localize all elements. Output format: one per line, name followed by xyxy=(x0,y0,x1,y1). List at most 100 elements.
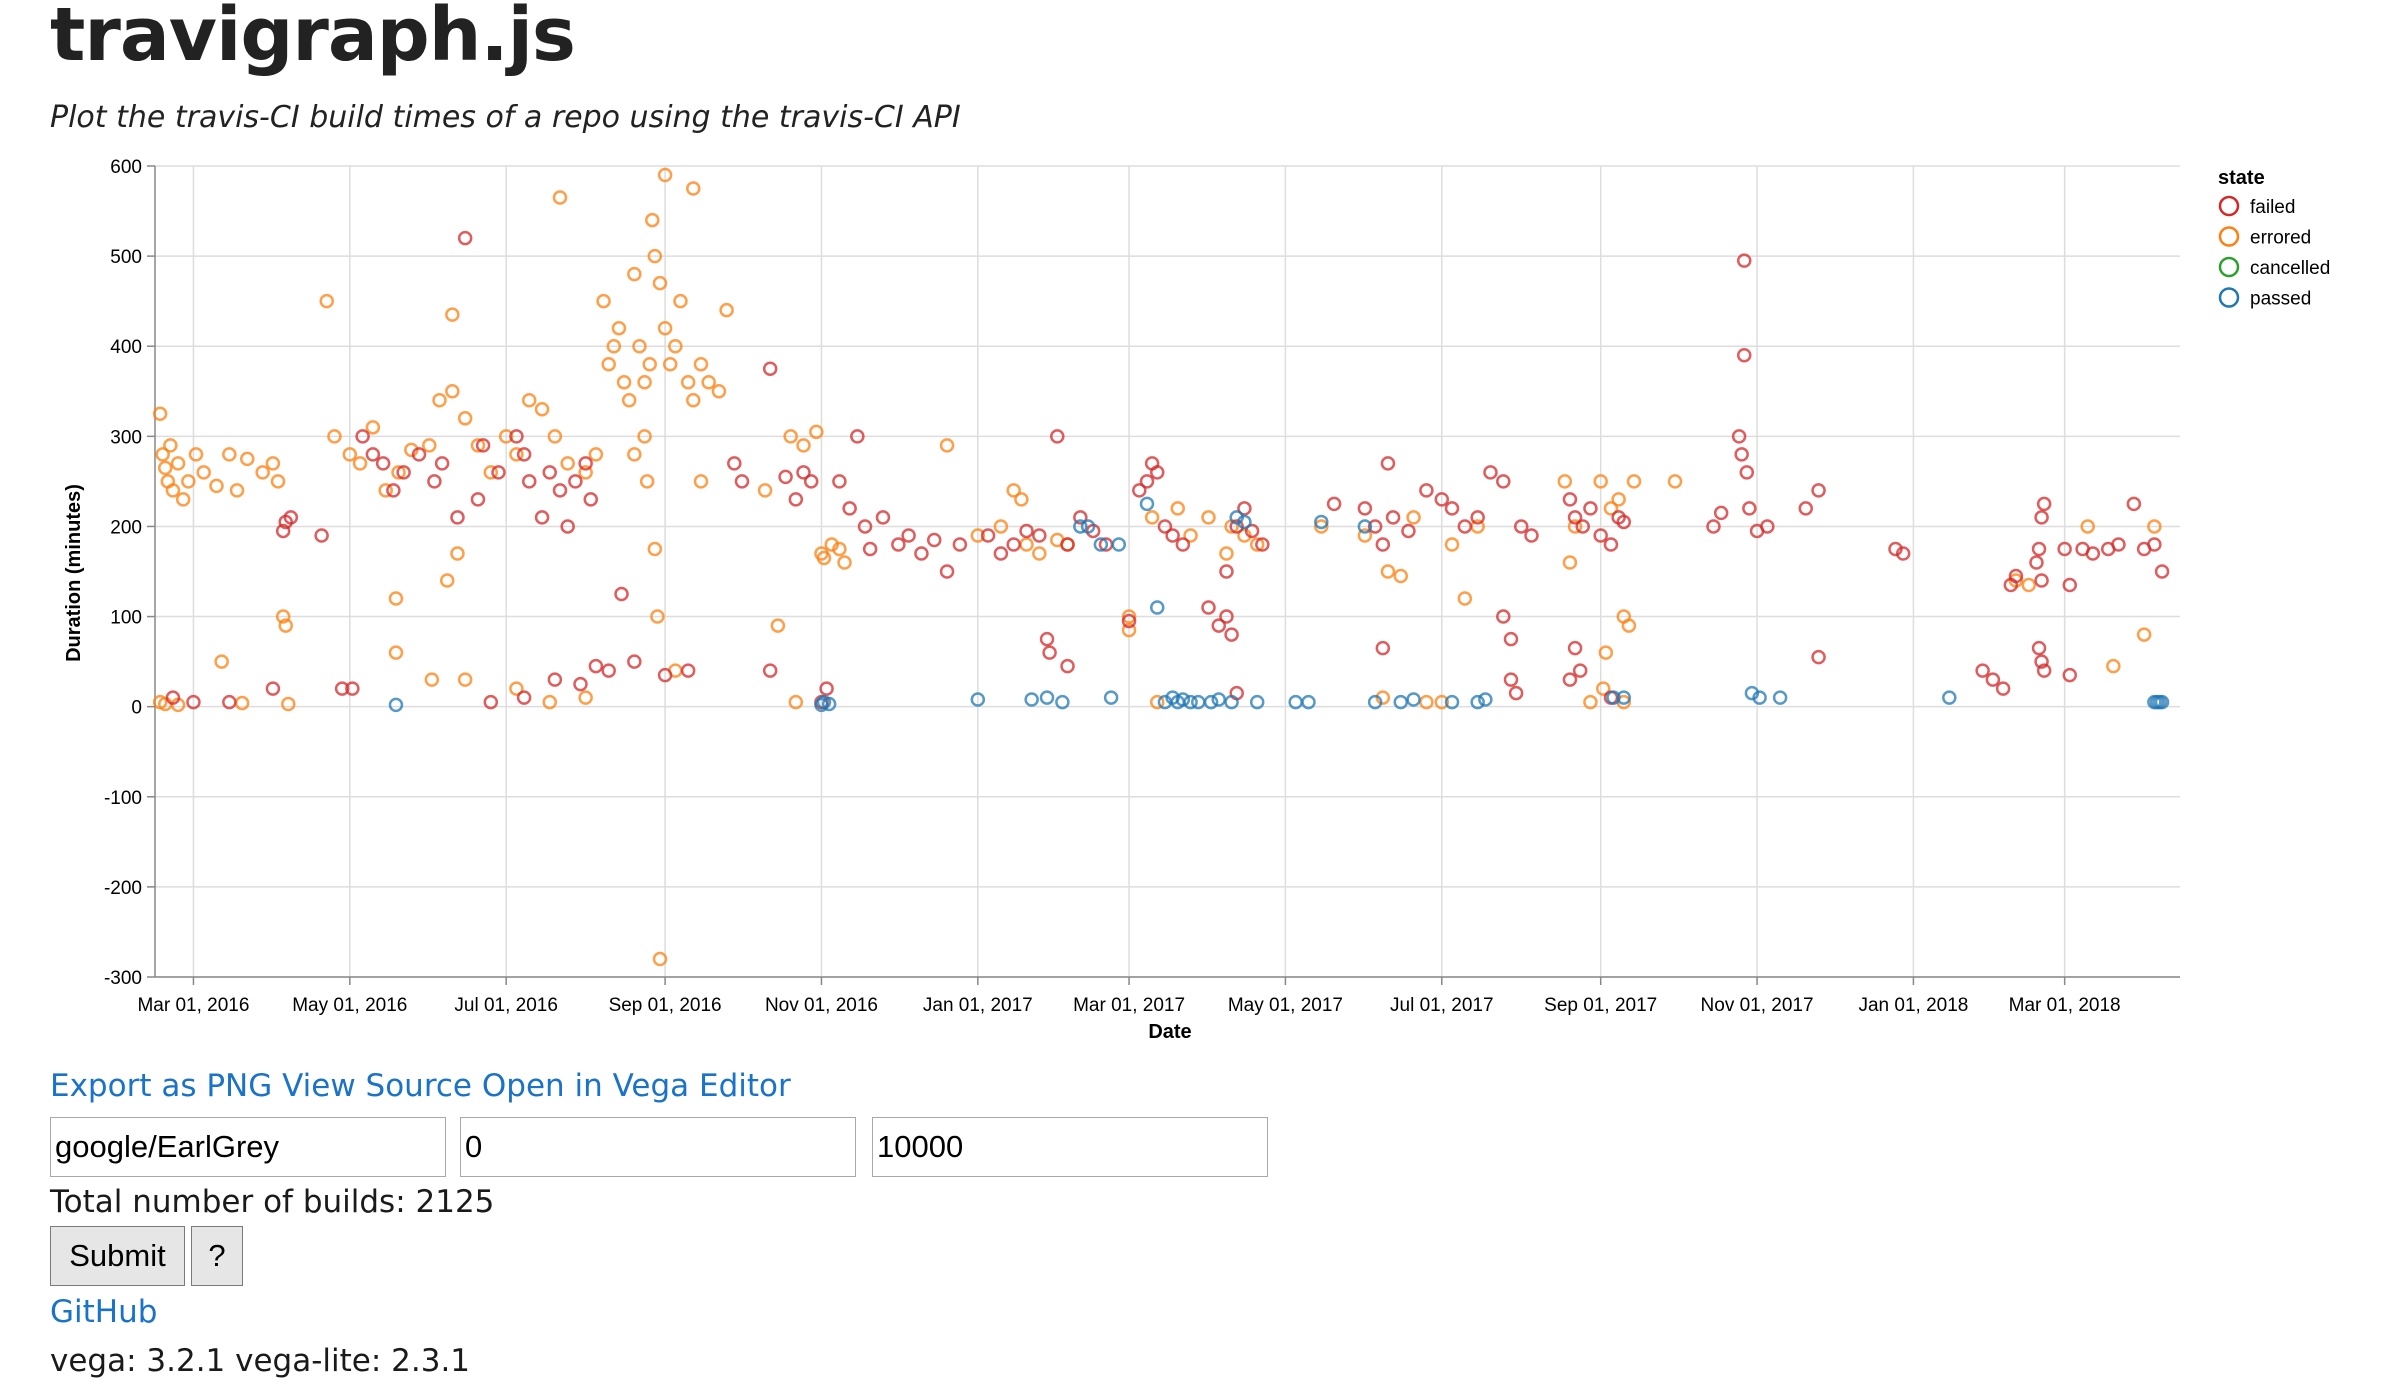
point-failed xyxy=(1457,519,1473,534)
point-failed xyxy=(1375,640,1391,656)
point-failed xyxy=(1895,546,1911,561)
point-errored xyxy=(319,293,334,309)
point-failed xyxy=(1742,501,1757,516)
point-failed xyxy=(2029,555,2044,570)
point-errored xyxy=(783,429,798,444)
point-errored xyxy=(650,609,665,624)
github-link[interactable]: GitHub xyxy=(50,1294,158,1330)
point-errored xyxy=(693,474,709,489)
page-title: travigraph.js xyxy=(50,0,576,78)
point-failed xyxy=(1575,519,1591,534)
point-errored xyxy=(2106,658,2121,674)
point-failed xyxy=(875,510,891,525)
point-failed xyxy=(1434,492,1450,507)
point-errored xyxy=(1019,537,1034,552)
y-tick-label: -300 xyxy=(104,968,142,989)
point-errored xyxy=(816,550,832,566)
point-errored xyxy=(1183,528,1198,543)
point-failed xyxy=(1385,510,1401,525)
point-failed xyxy=(1713,505,1729,521)
point-failed xyxy=(1583,501,1598,516)
point-failed xyxy=(222,694,237,710)
point-failed xyxy=(842,501,857,516)
legend-symbol-cancelled xyxy=(2218,256,2240,278)
point-failed xyxy=(1039,631,1055,647)
point-failed xyxy=(314,528,329,543)
submit-button[interactable]: Submit xyxy=(50,1226,185,1286)
point-errored xyxy=(1457,591,1473,606)
point-failed xyxy=(1567,510,1583,525)
point-passed xyxy=(1139,496,1155,512)
point-errored xyxy=(1567,519,1583,534)
point-failed xyxy=(778,469,793,485)
point-errored xyxy=(209,478,224,494)
point-errored xyxy=(578,690,593,705)
point-failed xyxy=(2031,640,2047,656)
point-errored xyxy=(627,447,642,462)
point-failed xyxy=(1731,429,1747,444)
point-passed xyxy=(1406,692,1421,707)
point-failed xyxy=(1736,253,1752,268)
point-errored xyxy=(637,429,652,444)
end-build-input[interactable] xyxy=(872,1117,1268,1177)
point-errored xyxy=(601,356,616,372)
point-failed xyxy=(1401,523,1416,539)
point-failed xyxy=(365,447,381,462)
point-errored xyxy=(711,384,727,399)
point-errored xyxy=(445,307,460,322)
point-failed xyxy=(2154,564,2170,579)
point-failed xyxy=(1513,519,1529,534)
point-failed xyxy=(601,663,616,678)
point-errored xyxy=(509,447,524,462)
point-passed xyxy=(1470,694,1485,710)
point-errored xyxy=(647,541,663,557)
point-errored xyxy=(1621,618,1637,633)
point-failed xyxy=(457,230,473,246)
point-errored xyxy=(2136,627,2152,642)
point-failed xyxy=(534,510,550,525)
x-tick-label: Jan 01, 2017 xyxy=(923,995,1033,1016)
point-failed xyxy=(386,483,401,498)
start-build-input[interactable] xyxy=(460,1117,856,1177)
point-errored xyxy=(255,465,270,480)
export-png-link[interactable]: Export as PNG xyxy=(50,1068,273,1104)
point-failed xyxy=(2147,537,2162,552)
point-errored xyxy=(365,420,381,435)
point-failed xyxy=(1508,685,1524,701)
point-failed xyxy=(375,456,391,471)
point-errored xyxy=(788,694,804,710)
point-errored xyxy=(1121,622,1137,638)
point-errored xyxy=(327,429,342,444)
point-errored xyxy=(281,696,296,712)
x-tick-label: Sep 01, 2017 xyxy=(1544,995,1657,1016)
legend-symbol-passed xyxy=(2218,287,2240,308)
point-errored xyxy=(450,546,465,561)
point-failed xyxy=(1367,519,1383,534)
point-errored xyxy=(388,591,404,606)
help-button[interactable]: ? xyxy=(191,1226,243,1286)
point-errored xyxy=(652,275,668,291)
point-failed xyxy=(542,465,557,480)
point-errored xyxy=(378,483,393,498)
view-source-link[interactable]: View Source xyxy=(282,1068,472,1104)
point-failed xyxy=(450,510,465,525)
point-failed xyxy=(862,541,878,557)
point-passed xyxy=(1237,514,1252,530)
point-failed xyxy=(1326,496,1342,512)
point-errored xyxy=(657,167,673,183)
repo-input[interactable] xyxy=(50,1117,446,1177)
point-errored xyxy=(498,429,514,444)
point-errored xyxy=(993,519,1009,534)
point-errored xyxy=(342,447,358,462)
point-errored xyxy=(439,573,455,588)
point-failed xyxy=(2034,573,2049,588)
point-errored xyxy=(534,402,550,417)
point-failed xyxy=(727,456,742,471)
open-vega-editor-link[interactable]: Open in Vega Editor xyxy=(481,1068,791,1104)
point-errored xyxy=(1006,483,1021,498)
point-errored xyxy=(637,375,652,390)
point-passed xyxy=(1224,694,1239,710)
x-tick-label: Nov 01, 2016 xyxy=(765,995,878,1016)
x-tick-label: Sep 01, 2016 xyxy=(609,995,722,1016)
point-errored xyxy=(701,375,716,390)
